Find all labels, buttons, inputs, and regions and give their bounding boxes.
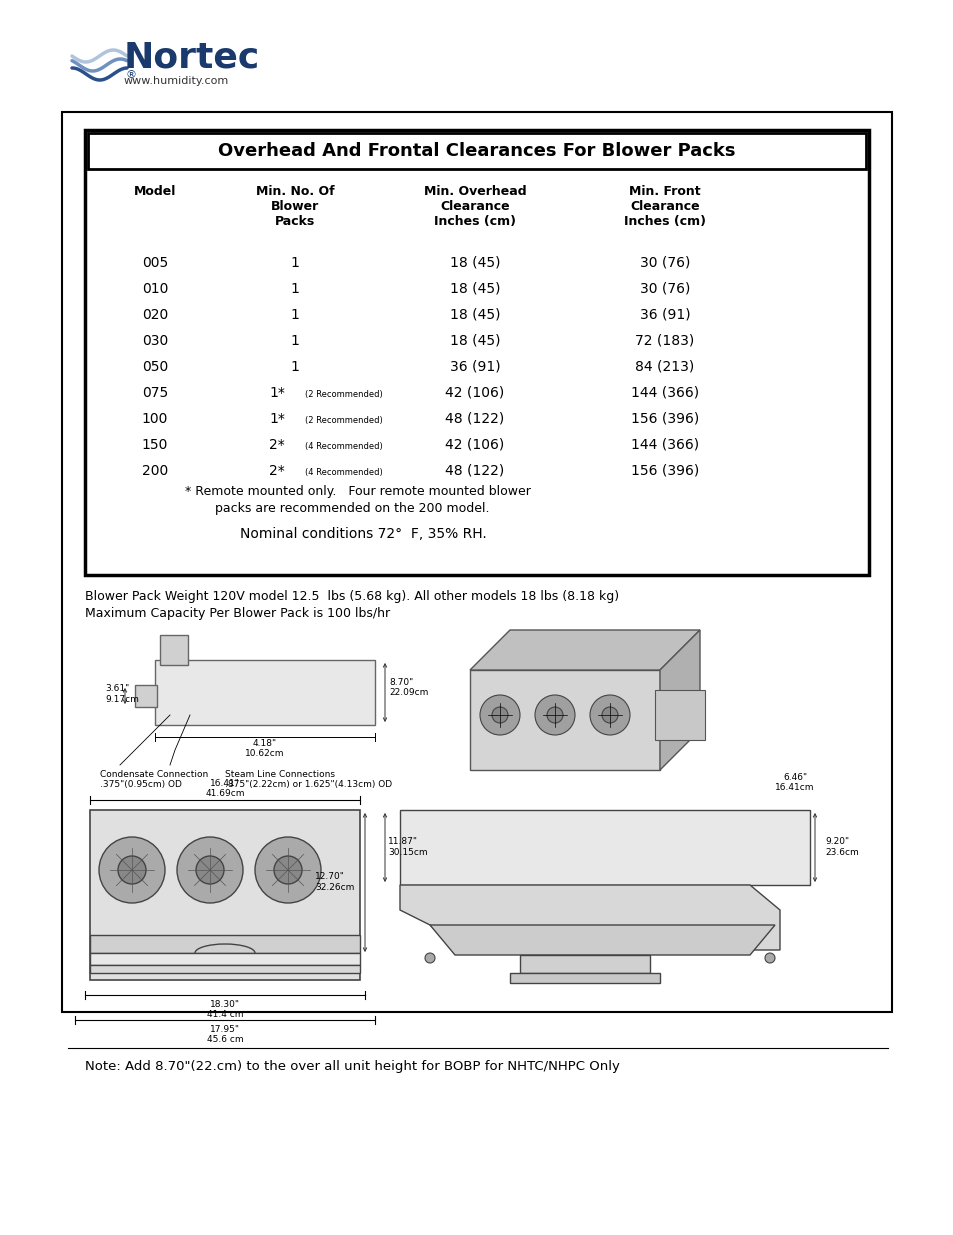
Text: * Remote mounted only.   Four remote mounted blower: * Remote mounted only. Four remote mount… — [185, 485, 530, 498]
Text: 16.41"
41.69cm: 16.41" 41.69cm — [205, 778, 245, 798]
Text: 050: 050 — [142, 359, 168, 374]
Text: Model: Model — [133, 185, 176, 198]
Text: Maximum Capacity Per Blower Pack is 100 lbs/hr: Maximum Capacity Per Blower Pack is 100 … — [85, 606, 390, 620]
Bar — [88, 133, 865, 169]
Text: 12.70"
32.26cm: 12.70" 32.26cm — [314, 872, 354, 892]
Circle shape — [254, 837, 320, 903]
Text: 30 (76): 30 (76) — [639, 282, 689, 296]
Circle shape — [99, 837, 165, 903]
Text: 1: 1 — [291, 308, 299, 322]
Text: 17.95"
45.6 cm: 17.95" 45.6 cm — [207, 1025, 243, 1045]
Text: (4 Recommended): (4 Recommended) — [305, 468, 382, 478]
Text: (2 Recommended): (2 Recommended) — [305, 416, 382, 426]
Text: www.humidity.com: www.humidity.com — [124, 77, 229, 86]
Text: 144 (366): 144 (366) — [630, 438, 699, 452]
Text: 18 (45): 18 (45) — [449, 308, 499, 322]
Text: 100: 100 — [142, 412, 168, 426]
Text: 1*: 1* — [269, 412, 285, 426]
Text: 4.18"
10.62cm: 4.18" 10.62cm — [245, 739, 284, 758]
Text: Nominal conditions 72°  F, 35% RH.: Nominal conditions 72° F, 35% RH. — [240, 527, 486, 541]
Bar — [154, 659, 375, 725]
Bar — [90, 935, 359, 953]
Text: 1: 1 — [291, 333, 299, 348]
Bar — [90, 965, 359, 973]
Bar — [62, 112, 891, 1011]
Text: packs are recommended on the 200 model.: packs are recommended on the 200 model. — [214, 501, 489, 515]
Text: 11.87"
30.15cm: 11.87" 30.15cm — [388, 837, 427, 857]
Text: ®: ® — [126, 70, 137, 80]
Text: 84 (213): 84 (213) — [635, 359, 694, 374]
Text: Blower Pack Weight 120V model 12.5  lbs (5.68 kg). All other models 18 lbs (8.18: Blower Pack Weight 120V model 12.5 lbs (… — [85, 590, 618, 603]
Text: 18 (45): 18 (45) — [449, 282, 499, 296]
Text: 48 (122): 48 (122) — [445, 412, 504, 426]
Circle shape — [177, 837, 243, 903]
Bar — [655, 690, 704, 740]
Bar — [90, 810, 359, 981]
Text: Steam Line Connections
.875"(2.22cm) or 1.625"(4.13cm) OD: Steam Line Connections .875"(2.22cm) or … — [225, 769, 392, 789]
Polygon shape — [470, 630, 700, 671]
Polygon shape — [470, 671, 659, 769]
Text: 156 (396): 156 (396) — [630, 412, 699, 426]
Text: 6.46"
16.41cm: 6.46" 16.41cm — [775, 773, 814, 792]
Circle shape — [601, 706, 618, 722]
Text: 36 (91): 36 (91) — [449, 359, 499, 374]
Text: 144 (366): 144 (366) — [630, 387, 699, 400]
Polygon shape — [659, 630, 700, 769]
Circle shape — [118, 856, 146, 884]
Text: 1: 1 — [291, 282, 299, 296]
Text: 42 (106): 42 (106) — [445, 438, 504, 452]
Circle shape — [195, 856, 224, 884]
Text: 156 (396): 156 (396) — [630, 464, 699, 478]
Circle shape — [764, 953, 774, 963]
Text: Min. No. Of
Blower
Packs: Min. No. Of Blower Packs — [255, 185, 334, 228]
Circle shape — [535, 695, 575, 735]
Text: 30 (76): 30 (76) — [639, 256, 689, 270]
Text: 48 (122): 48 (122) — [445, 464, 504, 478]
Text: Condensate Connection
.375"(0.95cm) OD: Condensate Connection .375"(0.95cm) OD — [100, 769, 208, 789]
Text: 3.61"
9.17cm: 3.61" 9.17cm — [105, 684, 139, 704]
Circle shape — [424, 953, 435, 963]
Text: Nortec: Nortec — [124, 40, 260, 74]
Text: Min. Overhead
Clearance
Inches (cm): Min. Overhead Clearance Inches (cm) — [423, 185, 526, 228]
Circle shape — [492, 706, 507, 722]
Text: 005: 005 — [142, 256, 168, 270]
Polygon shape — [430, 925, 774, 955]
Bar — [510, 973, 659, 983]
Bar — [399, 810, 809, 885]
Text: Overhead And Frontal Clearances For Blower Packs: Overhead And Frontal Clearances For Blow… — [218, 142, 735, 161]
Circle shape — [274, 856, 302, 884]
Text: 72 (183): 72 (183) — [635, 333, 694, 348]
Text: 2*: 2* — [269, 464, 285, 478]
Circle shape — [589, 695, 629, 735]
Text: 18.30"
41.4 cm: 18.30" 41.4 cm — [207, 1000, 243, 1019]
Text: 1*: 1* — [269, 387, 285, 400]
Text: 8.70"
22.09cm: 8.70" 22.09cm — [389, 678, 428, 698]
Text: 18 (45): 18 (45) — [449, 256, 499, 270]
Bar — [160, 635, 188, 664]
Text: 010: 010 — [142, 282, 168, 296]
Text: 42 (106): 42 (106) — [445, 387, 504, 400]
Text: 200: 200 — [142, 464, 168, 478]
Text: Note: Add 8.70"(22.cm) to the over all unit height for BOBP for NHTC/NHPC Only: Note: Add 8.70"(22.cm) to the over all u… — [85, 1060, 619, 1073]
Text: Min. Front
Clearance
Inches (cm): Min. Front Clearance Inches (cm) — [623, 185, 705, 228]
Circle shape — [479, 695, 519, 735]
Circle shape — [546, 706, 562, 722]
Text: 150: 150 — [142, 438, 168, 452]
Bar — [135, 685, 157, 706]
Text: 36 (91): 36 (91) — [639, 308, 690, 322]
Text: 18 (45): 18 (45) — [449, 333, 499, 348]
Polygon shape — [399, 885, 780, 950]
Text: 1: 1 — [291, 256, 299, 270]
Text: 020: 020 — [142, 308, 168, 322]
Text: (2 Recommended): (2 Recommended) — [305, 390, 382, 399]
Bar — [90, 953, 359, 965]
Text: 030: 030 — [142, 333, 168, 348]
Text: 075: 075 — [142, 387, 168, 400]
Text: 2*: 2* — [269, 438, 285, 452]
Text: 9.20"
23.6cm: 9.20" 23.6cm — [824, 837, 858, 857]
Text: 1: 1 — [291, 359, 299, 374]
Bar — [85, 130, 868, 576]
Text: (4 Recommended): (4 Recommended) — [305, 442, 382, 452]
Bar — [519, 955, 649, 973]
